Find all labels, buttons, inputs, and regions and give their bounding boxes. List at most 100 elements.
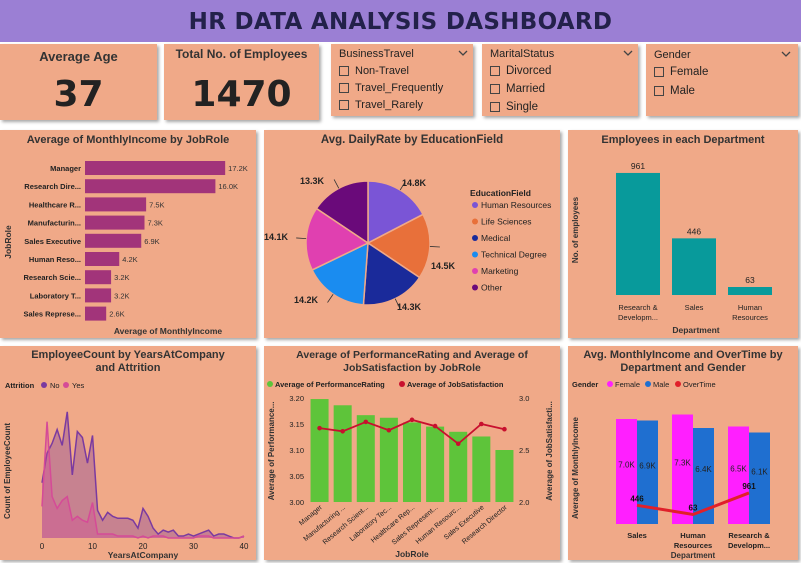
y-axis-label: Average of Performance... — [267, 402, 276, 501]
checkbox[interactable] — [490, 102, 500, 112]
data-label: 2.6K — [109, 310, 124, 319]
legend-label: Yes — [72, 381, 84, 390]
data-label: 13.3K — [300, 176, 325, 186]
y-tick-label: Research Scie... — [23, 273, 81, 282]
leader-line — [394, 298, 400, 308]
data-label: 63 — [745, 275, 755, 285]
x-tick-label: Human — [680, 531, 706, 540]
data-label: 961 — [742, 482, 756, 491]
chevron-down-icon[interactable] — [622, 47, 634, 59]
checkbox[interactable] — [654, 67, 664, 77]
bar — [356, 415, 375, 502]
line-point — [363, 419, 369, 425]
legend-label: Other — [481, 283, 502, 293]
y-axis-label: Count of EmployeeCount — [3, 423, 12, 519]
slicer-gender[interactable]: Gender Female Male — [646, 44, 798, 116]
slicer-option-male[interactable]: Male — [654, 85, 695, 97]
checkbox[interactable] — [339, 100, 349, 110]
x-tick-label: 30 — [189, 542, 198, 551]
legend-label: Female — [615, 380, 640, 389]
bar — [85, 215, 145, 230]
data-label: 6.1K — [751, 467, 768, 476]
checkbox[interactable] — [490, 66, 500, 76]
bar — [379, 417, 398, 502]
legend-label: Average of JobSatisfaction — [407, 380, 504, 389]
x-tick-label: Resources — [674, 541, 712, 550]
panel-dailyrate-by-edu: Avg. DailyRate by EducationField 14.8K 14… — [264, 130, 560, 338]
x-axis-label: Department — [671, 551, 716, 560]
bar — [402, 422, 422, 502]
legend-label: Life Sciences — [481, 217, 532, 227]
slicer-option-female[interactable]: Female — [654, 66, 708, 78]
checkbox[interactable] — [339, 66, 349, 76]
legend-label: Technical Degree — [481, 250, 547, 260]
slicer-marital-status-title: MaritalStatus — [490, 48, 555, 60]
data-label: 7.5K — [149, 200, 164, 209]
x-tick-label: Sales — [627, 531, 647, 540]
slicer-option-label: Male — [670, 85, 695, 97]
line-point — [502, 426, 507, 432]
area-fill — [42, 421, 244, 538]
line-point — [479, 421, 484, 427]
x-tick-label: Sales — [685, 303, 704, 312]
chevron-down-icon[interactable] — [457, 47, 469, 59]
slicer-option-label: Female — [670, 66, 709, 78]
line-point — [432, 423, 438, 429]
chart-title: EmployeeCount by YearsAtCompany and Attr… — [31, 349, 225, 374]
data-label: 6.4K — [695, 465, 712, 474]
kpi-average-age-value: 37 — [53, 74, 104, 115]
slicer-marital-status[interactable]: MaritalStatus Divorced Married Single — [482, 44, 638, 116]
chevron-down-icon[interactable] — [780, 48, 792, 60]
bar — [85, 306, 107, 321]
slicer-option-single[interactable]: Single — [490, 101, 538, 113]
x-axis-label: Department — [672, 325, 719, 335]
y2-axis-label: Average of JobSatisfacti... — [545, 401, 554, 501]
slicer-option-divorced[interactable]: Divorced — [490, 65, 551, 77]
x-tick-label: Research & — [618, 303, 657, 312]
data-label: 4.2K — [122, 255, 137, 264]
legend-marker — [675, 381, 681, 387]
panel-income-by-role: Average of MonthlyIncome by JobRole Mana… — [0, 130, 256, 338]
x-tick-label: 0 — [40, 542, 45, 551]
bar — [85, 179, 216, 194]
line-point — [386, 427, 392, 433]
slicer-option-travel-frequently[interactable]: Travel_Frequently — [339, 82, 443, 94]
y2-tick-label: 2.5 — [519, 446, 529, 455]
x-tick-label: Developm... — [618, 313, 658, 322]
pie-slice — [311, 241, 369, 306]
data-label: 446 — [687, 226, 701, 236]
x-tick-label: 20 — [139, 542, 148, 551]
chart-income-by-role: Manager 17.2K Research Dire... 16.0K Healthc… — [3, 161, 248, 336]
y-tick-label: Sales Executive — [24, 237, 81, 246]
bar — [728, 286, 772, 295]
x-axis-label: YearsAtCompany — [108, 550, 179, 560]
y2-tick-label: 2.0 — [519, 498, 529, 507]
slicer-option-non-travel[interactable]: Non-Travel — [339, 65, 409, 77]
x-tick-label: Research Director — [461, 504, 509, 546]
slicer-option-label: Divorced — [506, 65, 552, 77]
checkbox[interactable] — [490, 84, 500, 94]
checkbox[interactable] — [654, 86, 664, 96]
chart-emp-by-dept: 961 446 63 Research &Developm... Sales HumanR… — [571, 161, 772, 335]
data-label: 14.1K — [264, 232, 289, 242]
checkbox[interactable] — [339, 83, 349, 93]
bar — [85, 161, 226, 175]
leader-line — [296, 237, 307, 240]
x-axis-label: Average of MonthlyIncome — [114, 326, 223, 336]
y-axis-label: JobRole — [3, 225, 13, 259]
chart-perf-sat-by-role: Average of PerformanceRating Average of J… — [267, 380, 554, 559]
y-tick-label: Human Reso... — [29, 255, 81, 264]
slicer-option-married[interactable]: Married — [490, 83, 545, 95]
line-point — [455, 441, 461, 447]
series-line — [41, 421, 245, 539]
slicer-option-label: Non-Travel — [355, 65, 409, 77]
legend-label: OverTime — [683, 380, 716, 389]
y-axis-label: Average of MonthlyIncome — [571, 416, 580, 518]
x-tick-label: 40 — [240, 542, 249, 551]
x-tick-label: Developm... — [728, 541, 770, 550]
slicer-option-travel-rarely[interactable]: Travel_Rarely — [339, 99, 423, 111]
slicer-business-travel[interactable]: BusinessTravel Non-Travel Travel_Frequen… — [331, 44, 473, 116]
data-label: 7.0K — [618, 461, 635, 470]
bar — [672, 414, 693, 524]
y2-tick-label: 3.0 — [519, 394, 529, 403]
